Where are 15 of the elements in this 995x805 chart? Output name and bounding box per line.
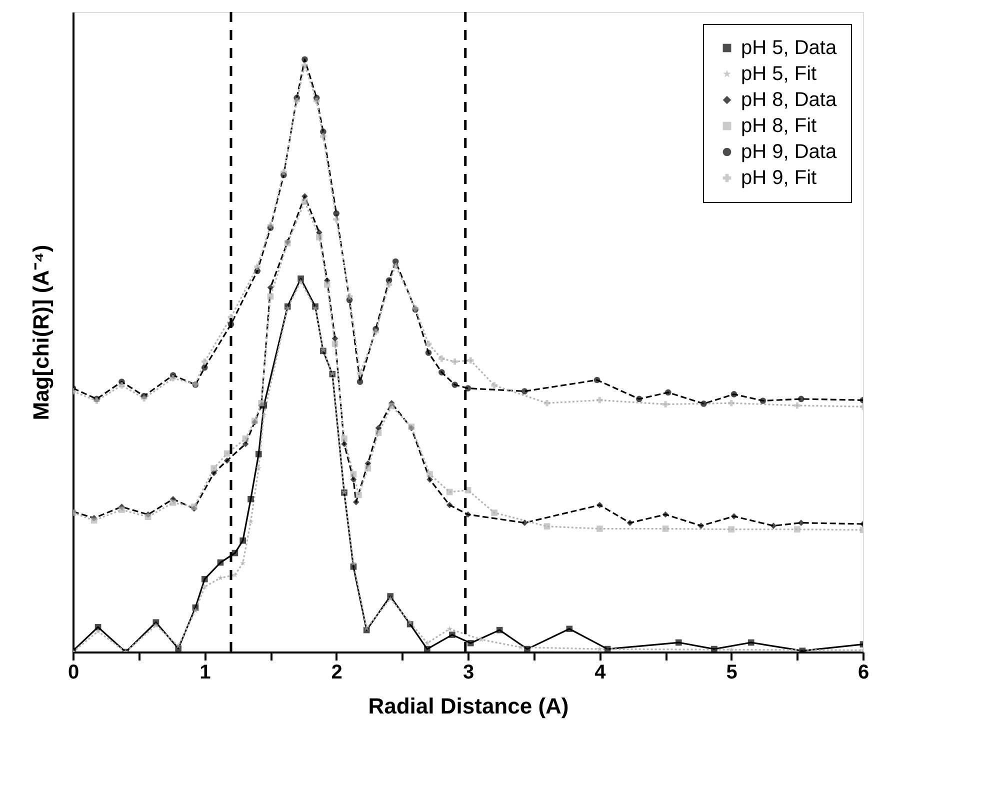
x-tick-label: 5 [726,662,738,684]
x-tick-label: 2 [331,662,342,684]
x-tick-label: 0 [68,662,80,684]
x-tick-label: 6 [858,662,870,684]
legend-label: pH 5, Data [741,37,838,59]
x-tick-label: 3 [462,662,474,684]
legend-label: pH 9, Fit [741,167,818,189]
y-axis-title: Mag[chi(R)] (A⁻⁴) [28,244,54,420]
x-axis-title: Radial Distance (A) [368,694,569,718]
legend-label: pH 8, Fit [741,115,818,137]
x-tick-label: 4 [594,662,607,684]
x-tick-label: 1 [200,662,211,684]
legend-label: pH 8, Data [741,89,838,111]
legend-label: pH 5, Fit [741,63,818,85]
legend-label: pH 9, Data [741,141,838,163]
